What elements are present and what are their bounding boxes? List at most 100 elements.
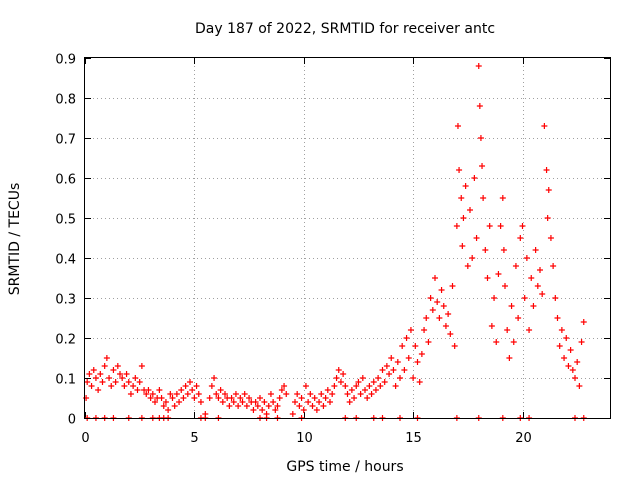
- data-point: [169, 395, 176, 401]
- data-point: [506, 355, 513, 361]
- data-point: [134, 387, 141, 393]
- data-point: [83, 395, 90, 401]
- data-point: [475, 63, 482, 69]
- data-point: [160, 403, 167, 409]
- data-point: [405, 355, 412, 361]
- data-point: [121, 383, 128, 389]
- y-tick-label: 0.4: [55, 253, 76, 268]
- y-tick-label: 0.8: [55, 93, 76, 108]
- data-point: [219, 399, 226, 405]
- data-point: [429, 307, 436, 313]
- data-point: [241, 391, 248, 397]
- data-point: [254, 403, 261, 409]
- data-point: [176, 399, 183, 405]
- data-point: [274, 403, 281, 409]
- data-point: [377, 383, 384, 389]
- data-point: [425, 339, 432, 345]
- data-point: [187, 379, 193, 385]
- data-point: [211, 375, 218, 381]
- data-point: [386, 371, 393, 377]
- data-point: [359, 375, 366, 381]
- data-point: [101, 363, 108, 369]
- x-tick-label: 10: [296, 431, 313, 446]
- data-point: [132, 375, 139, 381]
- data-point: [261, 399, 268, 405]
- data-point: [476, 103, 483, 109]
- data-point: [232, 391, 239, 397]
- data-point: [366, 383, 373, 389]
- data-point: [289, 411, 296, 417]
- data-point: [320, 403, 327, 409]
- data-point: [532, 247, 539, 253]
- data-point: [500, 247, 507, 253]
- data-point: [401, 367, 408, 373]
- data-point: [294, 391, 301, 397]
- data-point: [173, 391, 180, 397]
- data-point: [149, 391, 156, 397]
- data-point: [504, 327, 511, 333]
- data-points: [83, 63, 587, 421]
- data-point: [167, 391, 174, 397]
- data-point: [305, 399, 312, 405]
- data-point: [292, 399, 298, 405]
- data-point: [392, 383, 399, 389]
- data-point: [215, 395, 222, 401]
- x-tick-label: 0: [81, 431, 89, 446]
- data-point: [143, 391, 150, 397]
- data-point: [228, 395, 235, 401]
- data-point: [130, 383, 137, 389]
- data-point: [534, 283, 541, 289]
- data-point: [267, 391, 274, 397]
- data-point: [165, 407, 172, 413]
- x-axis-label: GPS time / hours: [286, 459, 403, 475]
- data-point: [491, 295, 498, 301]
- data-point: [138, 363, 145, 369]
- data-point: [561, 355, 568, 361]
- data-point: [270, 399, 277, 405]
- data-point: [449, 283, 456, 289]
- data-point: [331, 383, 338, 389]
- data-point: [158, 395, 165, 401]
- data-point: [278, 387, 285, 393]
- chart-title: Day 187 of 2022, SRMTID for receiver ant…: [195, 21, 495, 37]
- data-point: [123, 371, 130, 377]
- data-point: [217, 387, 224, 393]
- data-point: [171, 403, 178, 409]
- data-point: [222, 391, 228, 397]
- data-point: [348, 387, 355, 393]
- data-point: [309, 403, 316, 409]
- data-point: [397, 375, 403, 381]
- data-point: [259, 407, 266, 413]
- data-point: [427, 295, 434, 301]
- data-point: [84, 379, 91, 385]
- data-point: [195, 391, 202, 397]
- data-point: [515, 315, 522, 321]
- data-point: [152, 399, 158, 405]
- data-point: [410, 375, 417, 381]
- data-point: [318, 391, 325, 397]
- data-point: [576, 383, 583, 389]
- data-point: [252, 399, 259, 405]
- data-point: [442, 323, 449, 329]
- data-point: [458, 195, 465, 201]
- data-point: [521, 295, 528, 301]
- data-point: [399, 343, 406, 349]
- data-point: [445, 311, 452, 317]
- data-point: [451, 343, 458, 349]
- data-point: [421, 327, 428, 333]
- data-point: [569, 367, 576, 373]
- data-point: [484, 275, 491, 281]
- data-point: [375, 375, 382, 381]
- data-point: [302, 383, 309, 389]
- data-point: [550, 263, 557, 269]
- data-point: [580, 319, 587, 325]
- data-point: [460, 215, 467, 221]
- data-point: [117, 371, 123, 377]
- data-point: [370, 379, 377, 385]
- data-point: [530, 303, 537, 309]
- data-point: [545, 187, 552, 193]
- x-tick-label: 15: [405, 431, 422, 446]
- data-point: [547, 235, 554, 241]
- data-point: [340, 371, 347, 377]
- data-point: [544, 215, 551, 221]
